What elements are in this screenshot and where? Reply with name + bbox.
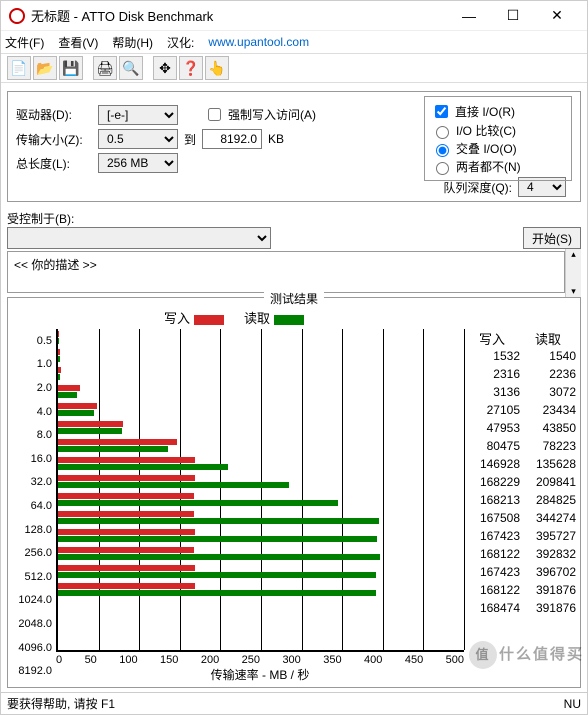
size-label: 传输大小(Z): [16,131,92,148]
maximize-button[interactable]: ☐ [491,2,535,30]
hanhua-link[interactable]: www.upantool.com [208,35,309,49]
drive-label: 驱动器(D): [16,106,92,123]
toolbar-button[interactable]: 🔍 [119,56,143,80]
controlled-label: 受控制于(B): [7,210,581,227]
results-panel: 测试结果 写入 读取 0.51.02.04.08.016.032.064.012… [7,297,581,688]
start-button[interactable]: 开始(S) [523,227,581,249]
app-window: 无标题 - ATTO Disk Benchmark — ☐ ✕ 文件(F) 查看… [0,0,588,715]
x-axis-labels: 050100150200250300350400450500 [56,652,464,666]
size-to-input[interactable] [202,129,262,149]
to-label: 到 [184,131,196,148]
status-help-text: 要获得帮助, 请按 F1 [7,695,115,712]
toolbar: 📄📂💾 🖨🔍 ✥❓👆 [1,53,587,83]
window-title: 无标题 - ATTO Disk Benchmark [31,6,447,25]
toolbar-button[interactable]: 💾 [59,56,83,80]
controlled-select[interactable] [7,227,271,249]
results-title: 测试结果 [264,290,324,307]
settings-panel: 驱动器(D): [-e-] 强制写入访问(A) 传输大小(Z): 0.5 到 K… [7,91,581,202]
force-write-input[interactable] [208,108,221,121]
direct-io-input[interactable] [435,105,448,118]
data-columns: 写入15322316313627105479538047514692816822… [464,329,576,683]
description-box[interactable]: << 你的描述 >> [7,251,565,293]
menu-help[interactable]: 帮助(H) [112,34,153,51]
legend-write-swatch [194,315,224,325]
toolbar-button[interactable]: 📂 [33,56,57,80]
desc-scrollbar[interactable]: ▴▾ [565,249,581,297]
app-icon [9,8,25,24]
chart-legend: 写入 读取 [12,308,576,327]
menu-file[interactable]: 文件(F) [5,34,44,51]
radio-compare[interactable]: I/O 比较(C) [431,122,565,139]
watermark: 值什么值得买 [469,641,584,669]
content: 驱动器(D): [-e-] 强制写入访问(A) 传输大小(Z): 0.5 到 K… [1,83,587,692]
menu-view[interactable]: 查看(V) [58,34,98,51]
statusbar: 要获得帮助, 请按 F1 NU [1,692,587,714]
legend-read-swatch [274,315,304,325]
x-axis-title: 传输速率 - MB / 秒 [56,666,464,683]
close-button[interactable]: ✕ [535,2,579,30]
menubar: 文件(F) 查看(V) 帮助(H) 汉化: www.upantool.com [1,31,587,53]
io-options-box: 直接 I/O(R) I/O 比较(C) 交叠 I/O(O) 两者都不(N) [424,96,572,181]
size-from-select[interactable]: 0.5 [98,129,178,149]
length-label: 总长度(L): [16,155,92,172]
controlled-by-section: 受控制于(B): 开始(S) [7,210,581,249]
hanhua-label: 汉化: [167,34,194,51]
force-write-checkbox[interactable]: 强制写入访问(A) [204,105,316,124]
y-axis-labels: 0.51.02.04.08.016.032.064.0128.0256.0512… [12,329,56,683]
length-select[interactable]: 256 MB [98,153,178,173]
drive-select[interactable]: [-e-] [98,105,178,125]
direct-io-checkbox[interactable]: 直接 I/O(R) [431,102,565,121]
toolbar-button[interactable]: 🖨 [93,56,117,80]
radio-neither[interactable]: 两者都不(N) [431,158,565,175]
toolbar-button[interactable]: ✥ [153,56,177,80]
toolbar-button[interactable]: 👆 [205,56,229,80]
kb-label: KB [268,132,284,146]
radio-overlap[interactable]: 交叠 I/O(O) [431,140,565,157]
minimize-button[interactable]: — [447,2,491,30]
bar-chart-plot [56,329,464,652]
toolbar-button[interactable]: ❓ [179,56,203,80]
titlebar: 无标题 - ATTO Disk Benchmark — ☐ ✕ [1,1,587,31]
queue-depth-label: 队列深度(Q): [443,179,512,196]
toolbar-button[interactable]: 📄 [7,56,31,80]
